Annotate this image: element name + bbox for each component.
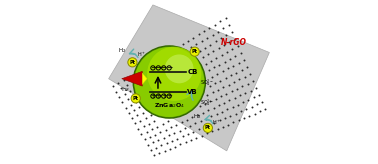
Text: Pt: Pt <box>205 125 211 130</box>
Circle shape <box>134 47 204 117</box>
Text: SO$_4^{2-}$: SO$_4^{2-}$ <box>200 97 215 108</box>
Text: −: − <box>161 63 167 72</box>
Text: −: − <box>155 63 161 72</box>
Text: CB: CB <box>187 69 198 75</box>
Text: −: − <box>150 63 156 72</box>
Text: +: + <box>161 93 167 99</box>
Text: Pt: Pt <box>133 96 139 101</box>
Polygon shape <box>108 5 270 151</box>
Text: +: + <box>166 93 172 99</box>
Circle shape <box>165 54 194 83</box>
Text: H$_2$: H$_2$ <box>118 46 126 55</box>
Circle shape <box>203 123 212 133</box>
Text: Pt: Pt <box>192 49 198 54</box>
Text: H$^+$: H$^+$ <box>137 51 146 59</box>
Circle shape <box>128 58 137 67</box>
Text: VB: VB <box>187 89 198 95</box>
Text: Pt: Pt <box>129 60 135 65</box>
Polygon shape <box>122 71 142 86</box>
Text: N-rGO: N-rGO <box>221 38 247 47</box>
Circle shape <box>131 94 140 103</box>
Circle shape <box>133 46 205 118</box>
Text: h$\nu$: h$\nu$ <box>121 85 130 93</box>
Text: +: + <box>155 93 161 99</box>
Text: −: − <box>166 63 172 72</box>
Text: H$_2$: H$_2$ <box>193 112 201 121</box>
Text: +: + <box>150 93 156 99</box>
Text: ZnGa$_2$O$_4$: ZnGa$_2$O$_4$ <box>154 101 185 110</box>
Polygon shape <box>142 73 147 84</box>
Text: H$^+$: H$^+$ <box>212 118 221 127</box>
Circle shape <box>190 47 199 56</box>
Text: SO$_4^{2-}$: SO$_4^{2-}$ <box>200 77 215 88</box>
Circle shape <box>147 47 201 101</box>
